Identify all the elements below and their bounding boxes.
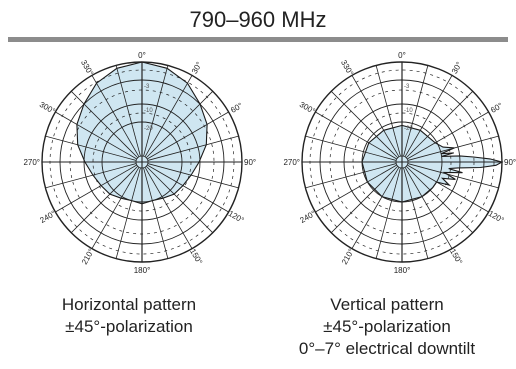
angle-label: 30° (190, 60, 204, 75)
grid-spoke (91, 166, 140, 249)
ring-label: -10 (404, 108, 413, 114)
grid-spoke (143, 167, 169, 259)
grid-spoke (146, 164, 229, 213)
page-title: 790–960 MHz (189, 7, 327, 32)
radiation-pattern-lobe (361, 124, 504, 203)
grid-spoke (403, 65, 429, 157)
caption-line: ±45°-polarization (65, 317, 193, 336)
caption-line: 0°–7° electrical downtilt (298, 339, 476, 358)
grid-spoke (331, 165, 399, 233)
title-divider (8, 37, 508, 42)
ring-label: -10 (144, 108, 153, 114)
grid-spoke (55, 164, 138, 213)
angle-label: 150° (188, 247, 204, 266)
grid-spoke (55, 111, 138, 160)
angle-label: 150° (448, 247, 464, 266)
grid-spoke (144, 166, 193, 249)
grid-spoke (91, 75, 140, 158)
grid-spoke (305, 135, 397, 161)
grid-spoke (147, 135, 239, 161)
angle-label: 270° (283, 158, 300, 167)
angle-label: 0° (138, 51, 146, 60)
ring-label: -20 (404, 126, 413, 132)
grid-spoke (407, 163, 499, 189)
horizontal-pattern-caption: Horizontal pattern ±45°-polarization (0, 294, 258, 338)
grid-spoke (406, 164, 489, 213)
grid-spoke (315, 164, 398, 213)
ring-label: -3 (144, 84, 150, 90)
ring-label: -3 (404, 84, 410, 90)
angle-label: 0° (398, 51, 406, 60)
grid-spoke (45, 135, 137, 161)
grid-spoke (147, 163, 239, 189)
angle-label: 270° (23, 158, 40, 167)
grid-spoke (406, 111, 489, 160)
grid-spoke (143, 65, 169, 157)
grid-spoke (146, 111, 229, 160)
angle-label: 90° (244, 158, 256, 167)
grid-spoke (115, 167, 141, 259)
grid-spoke (71, 91, 139, 159)
angle-label: 120° (487, 209, 506, 225)
ring-label: -20 (144, 126, 153, 132)
grid-spoke (404, 166, 453, 249)
grid-spoke (315, 111, 398, 160)
grid-spoke (145, 165, 213, 233)
vertical-pattern-diagram: -3-10-200°30°60°90°120°150°180°210°240°2… (283, 51, 516, 275)
grid-spoke (405, 91, 473, 159)
grid-spoke (115, 65, 141, 157)
grid-spoke (45, 163, 137, 189)
grid-spoke (351, 75, 400, 158)
grid-spoke (71, 165, 139, 233)
grid-spoke (407, 135, 499, 161)
horizontal-pattern-diagram: -3-10-200°30°60°90°120°150°180°210°240°2… (23, 51, 256, 275)
angle-label: 180° (394, 266, 411, 275)
caption-line: ±45°-polarization (323, 317, 451, 336)
grid-spoke (305, 163, 397, 189)
grid-spoke (144, 75, 193, 158)
grid-spoke (331, 91, 399, 159)
grid-spoke (405, 165, 473, 233)
grid-spoke (403, 167, 429, 259)
angle-label: 120° (227, 209, 246, 225)
polar-diagrams: -3-10-200°30°60°90°120°150°180°210°240°2… (23, 51, 516, 275)
grid-spoke (375, 65, 401, 157)
angle-label: 60° (489, 101, 504, 115)
vertical-pattern-caption: Vertical pattern ±45°-polarization 0°–7°… (258, 294, 516, 360)
angle-label: 60° (229, 101, 244, 115)
angle-label: 30° (450, 60, 464, 75)
caption-line: Horizontal pattern (61, 295, 197, 314)
angle-label: 90° (504, 158, 516, 167)
angle-label: 180° (134, 266, 151, 275)
caption-line: Vertical pattern (330, 295, 444, 314)
grid-spoke (404, 75, 453, 158)
grid-spoke (351, 166, 400, 249)
grid-spoke (145, 91, 213, 159)
grid-spoke (375, 167, 401, 259)
